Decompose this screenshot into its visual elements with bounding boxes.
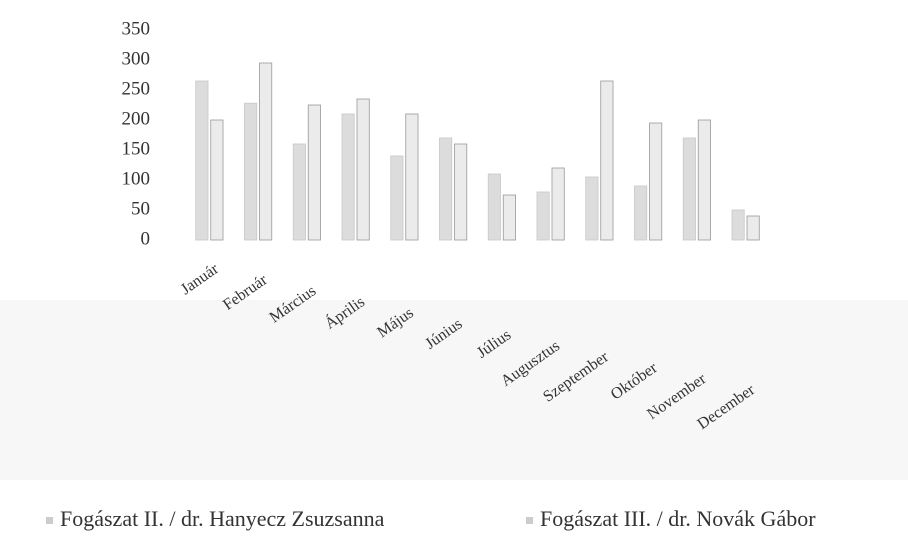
- bar: [502, 194, 516, 241]
- bar: [405, 113, 419, 241]
- x-tick-label: Január: [178, 260, 223, 298]
- scan-shade: [0, 300, 908, 480]
- bar: [585, 176, 599, 241]
- y-tick-label: 250: [122, 78, 151, 99]
- y-tick-label: 0: [141, 228, 151, 249]
- bar: [356, 98, 370, 241]
- y-tick-label: 100: [122, 168, 151, 189]
- bar: [307, 104, 321, 241]
- legend-label: Fogászat II. / dr. Hanyecz Zsuzsanna: [60, 506, 385, 531]
- bar: [697, 119, 711, 241]
- y-tick-label: 300: [122, 48, 151, 69]
- bar: [649, 122, 663, 241]
- bar: [551, 167, 565, 241]
- bar: [195, 80, 209, 241]
- legend-swatch: [526, 517, 533, 524]
- bar: [487, 173, 501, 241]
- bar: [536, 191, 550, 241]
- legend-swatch: [46, 517, 53, 524]
- bar: [454, 143, 468, 241]
- bar: [682, 137, 696, 241]
- y-tick-label: 50: [131, 198, 150, 219]
- bar: [341, 113, 355, 241]
- bar: [600, 80, 614, 241]
- bar: [390, 155, 404, 241]
- y-tick-label: 350: [122, 18, 151, 39]
- bar: [292, 143, 306, 241]
- bar: [439, 137, 453, 241]
- bar: [244, 102, 258, 241]
- bar: [746, 215, 760, 241]
- bar: [634, 185, 648, 241]
- bar: [259, 62, 273, 241]
- bar: [731, 209, 745, 241]
- y-tick-label: 150: [122, 138, 151, 159]
- legend-label: Fogászat III. / dr. Novák Gábor: [540, 506, 816, 531]
- bar: [210, 119, 224, 241]
- y-tick-label: 200: [122, 108, 151, 129]
